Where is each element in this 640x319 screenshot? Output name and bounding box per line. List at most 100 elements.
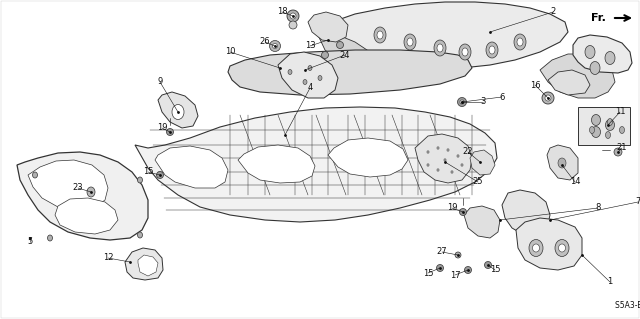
Ellipse shape	[458, 98, 467, 107]
Text: 27: 27	[436, 248, 447, 256]
Ellipse shape	[447, 148, 449, 152]
Text: 3: 3	[480, 98, 486, 107]
Text: 2: 2	[550, 8, 556, 17]
Ellipse shape	[589, 127, 595, 133]
Text: 18: 18	[276, 8, 287, 17]
Ellipse shape	[465, 266, 472, 273]
FancyBboxPatch shape	[578, 107, 630, 145]
Ellipse shape	[377, 31, 383, 39]
Ellipse shape	[436, 264, 444, 271]
Ellipse shape	[517, 38, 523, 46]
Ellipse shape	[289, 21, 297, 29]
Text: 24: 24	[340, 50, 350, 60]
Text: 25: 25	[473, 177, 483, 187]
Ellipse shape	[138, 177, 143, 183]
Text: 16: 16	[530, 80, 540, 90]
Polygon shape	[278, 52, 338, 98]
Text: 12: 12	[103, 254, 113, 263]
Polygon shape	[318, 2, 568, 68]
Ellipse shape	[532, 244, 540, 252]
Ellipse shape	[514, 34, 526, 50]
Polygon shape	[228, 50, 472, 95]
Ellipse shape	[426, 163, 429, 167]
Ellipse shape	[558, 158, 566, 168]
Polygon shape	[138, 255, 158, 276]
Ellipse shape	[456, 154, 460, 158]
Ellipse shape	[607, 118, 612, 125]
Text: 26: 26	[260, 38, 270, 47]
Text: 19: 19	[447, 204, 457, 212]
Ellipse shape	[484, 262, 492, 269]
Ellipse shape	[462, 48, 468, 56]
Ellipse shape	[605, 120, 614, 130]
Text: 21: 21	[617, 144, 627, 152]
Ellipse shape	[290, 13, 296, 19]
Polygon shape	[573, 35, 632, 73]
Ellipse shape	[318, 76, 322, 80]
Ellipse shape	[614, 148, 622, 156]
Ellipse shape	[585, 46, 595, 58]
Ellipse shape	[559, 244, 566, 252]
Text: 22: 22	[463, 147, 473, 157]
Ellipse shape	[87, 187, 95, 197]
Ellipse shape	[404, 34, 416, 50]
Ellipse shape	[460, 209, 467, 216]
Ellipse shape	[459, 44, 471, 60]
Ellipse shape	[436, 146, 440, 150]
Polygon shape	[464, 206, 500, 238]
Text: 15: 15	[423, 269, 433, 278]
Ellipse shape	[138, 232, 143, 238]
Polygon shape	[158, 92, 198, 128]
Text: 7: 7	[636, 197, 640, 206]
Polygon shape	[516, 218, 582, 270]
Text: 9: 9	[157, 78, 163, 86]
Ellipse shape	[591, 127, 600, 137]
Polygon shape	[415, 134, 472, 183]
Polygon shape	[308, 12, 348, 42]
Text: 15: 15	[143, 167, 153, 176]
Ellipse shape	[273, 43, 278, 48]
Text: 10: 10	[225, 48, 236, 56]
Ellipse shape	[166, 129, 173, 136]
Polygon shape	[502, 190, 550, 235]
Ellipse shape	[545, 95, 551, 101]
Text: 11: 11	[615, 108, 625, 116]
Ellipse shape	[288, 70, 292, 75]
Polygon shape	[547, 145, 578, 180]
Ellipse shape	[337, 41, 344, 48]
Ellipse shape	[47, 235, 52, 241]
Ellipse shape	[172, 105, 184, 120]
Ellipse shape	[33, 172, 38, 178]
Ellipse shape	[426, 150, 429, 154]
Text: 14: 14	[570, 177, 580, 187]
Ellipse shape	[269, 41, 280, 51]
Text: 4: 4	[307, 84, 312, 93]
Text: 6: 6	[499, 93, 505, 101]
Polygon shape	[318, 32, 378, 72]
Ellipse shape	[374, 27, 386, 43]
Ellipse shape	[590, 62, 600, 75]
Ellipse shape	[605, 131, 611, 138]
Ellipse shape	[620, 127, 625, 133]
Ellipse shape	[326, 25, 333, 32]
Polygon shape	[135, 107, 497, 222]
Ellipse shape	[434, 40, 446, 56]
Text: S5A3-B3700 B: S5A3-B3700 B	[615, 300, 640, 309]
Polygon shape	[540, 54, 615, 98]
Ellipse shape	[321, 51, 328, 58]
Ellipse shape	[455, 252, 461, 258]
Polygon shape	[470, 150, 495, 175]
Text: Fr.: Fr.	[591, 13, 606, 23]
Text: 15: 15	[490, 265, 500, 275]
Polygon shape	[548, 70, 590, 95]
Polygon shape	[125, 248, 163, 280]
Ellipse shape	[460, 100, 464, 104]
Polygon shape	[155, 146, 228, 188]
Ellipse shape	[407, 38, 413, 46]
Ellipse shape	[591, 115, 600, 125]
Ellipse shape	[444, 158, 447, 162]
Polygon shape	[238, 145, 315, 183]
Ellipse shape	[605, 51, 615, 64]
Polygon shape	[580, 108, 628, 138]
Ellipse shape	[486, 42, 498, 58]
